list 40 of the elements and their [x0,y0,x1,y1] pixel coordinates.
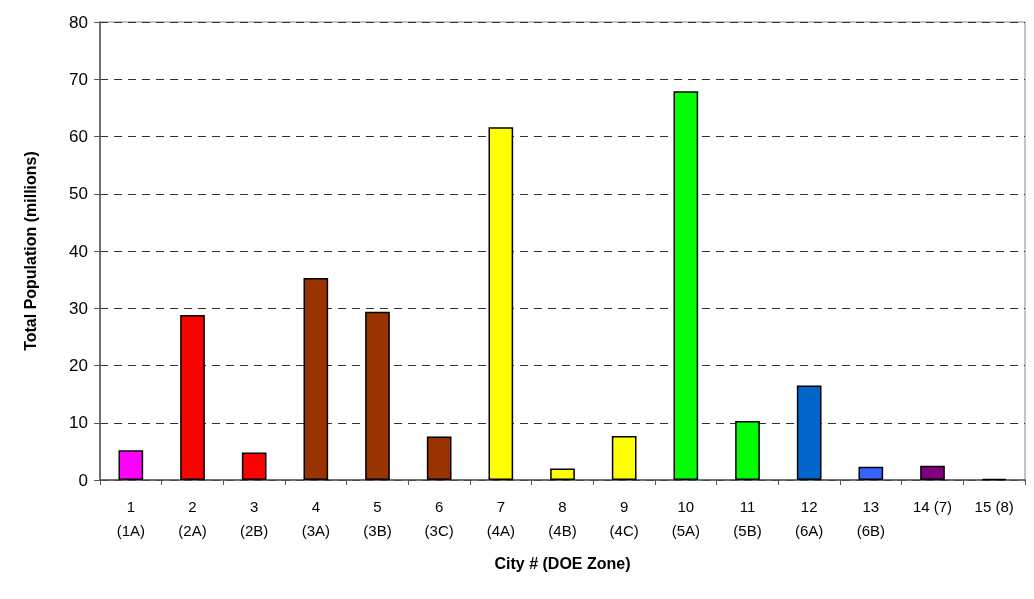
y-axis-title: Total Population (millions) [21,151,39,351]
x-tick-label: 6 (3C) [424,497,454,539]
y-tick-label: 50 [69,184,88,204]
y-tick-label: 70 [69,69,88,89]
x-tick-label: 2 (2A) [178,497,207,539]
x-tick-label: 3 (2B) [239,497,269,539]
bar [611,435,637,480]
bar [303,277,329,480]
y-tick-label: 80 [69,12,88,32]
bar [673,91,699,480]
x-tick-label: 11 (5B) [733,497,762,539]
y-tick-label: 40 [69,241,88,261]
x-tick-label: 10 (5A) [671,497,701,539]
x-tick-label: 8 (4B) [548,497,577,539]
x-tick-label: 9 (4C) [609,497,639,539]
bar [180,315,205,480]
x-tick-label: 12 (6A) [794,497,824,539]
x-tick-label: 1 (1A) [116,497,146,539]
bar [735,421,760,480]
y-tick-label: 20 [69,356,88,375]
bar [118,450,144,480]
bar [796,385,822,480]
bar [858,466,884,480]
x-tick-label: 13 (6B) [856,497,886,539]
bar [426,436,452,480]
x-tick-label: 7 (4A) [486,497,516,539]
bar [365,311,390,480]
y-tick-label: 10 [69,413,88,433]
x-tick-label: 5 (3B) [363,497,392,539]
bar [550,468,575,480]
y-tick-label: 30 [69,298,88,318]
x-tick-label: 4 (3A) [301,497,331,539]
x-tick-label: 15 (8) [974,497,1014,515]
bar [920,465,945,480]
bar [488,127,514,480]
y-tick-label: 60 [69,127,88,146]
x-axis-title: City # (DOE Zone) [494,554,631,572]
y-tick-label: 0 [78,470,88,490]
bar [241,452,267,480]
x-tick-label: 14 (7) [912,497,953,515]
